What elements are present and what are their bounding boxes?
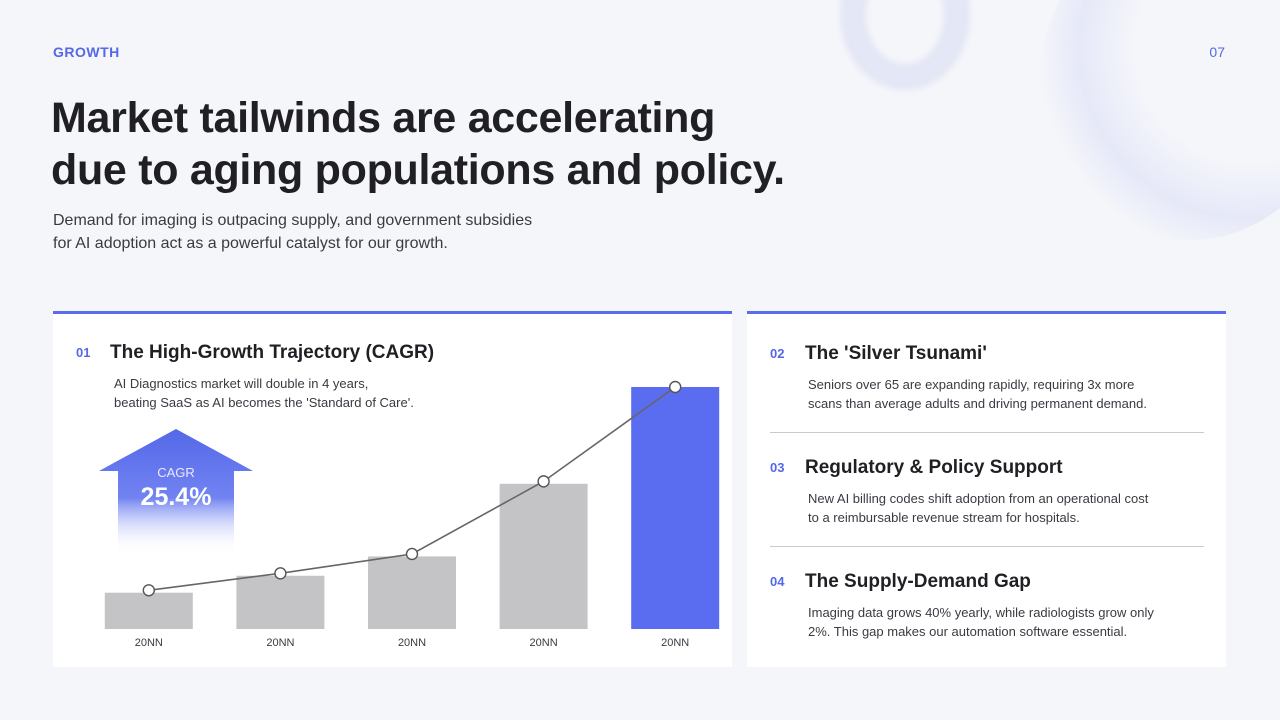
market-drivers-card: 02 The 'Silver Tsunami' Seniors over 65 …: [747, 311, 1226, 667]
background-ring-decoration: [840, 0, 970, 90]
driver-desc-line-1: Imaging data grows 40% yearly, while rad…: [808, 605, 1154, 620]
bars-layer: [104, 387, 720, 629]
trend-line-layer: [142, 380, 682, 597]
cagr-arrow: CAGR 25.4%: [99, 429, 253, 554]
driver-desc-line-2: scans than average adults and driving pe…: [808, 396, 1147, 411]
up-arrow-icon: [99, 429, 253, 554]
page-subtitle: Demand for imaging is outpacing supply, …: [53, 209, 593, 255]
chart-bar: [499, 483, 588, 629]
chart-bar: [631, 387, 720, 629]
x-tick-label: 20NN: [530, 637, 558, 649]
trend-point: [405, 547, 419, 561]
subtitle-line-2: for AI adoption act as a powerful cataly…: [53, 235, 448, 252]
trend-point: [274, 567, 287, 580]
driver-desc-line-1: New AI billing codes shift adoption from…: [808, 491, 1149, 506]
driver-description: Seniors over 65 are expanding rapidly, r…: [808, 375, 1147, 413]
driver-title: The 'Silver Tsunami': [805, 343, 987, 364]
x-tick-label: 20NN: [661, 637, 689, 649]
driver-title: The Supply-Demand Gap: [805, 571, 1031, 592]
driver-description: New AI billing codes shift adoption from…: [808, 489, 1148, 527]
driver-desc-line-2: 2%. This gap makes our automation softwa…: [808, 624, 1128, 639]
x-axis-labels: 20NN 20NN 20NN 20NN 20NN: [135, 637, 690, 649]
driver-title: Regulatory & Policy Support: [805, 457, 1063, 478]
page-number: 07: [1209, 44, 1225, 60]
x-tick-label: 20NN: [135, 637, 163, 649]
section-eyebrow: GROWTH: [53, 44, 120, 60]
card-desc-line-2: beating SaaS as AI becomes the 'Standard…: [114, 395, 414, 410]
trend-point: [669, 380, 682, 394]
driver-number: 03: [770, 460, 785, 475]
growth-trajectory-card: 01 The High-Growth Trajectory (CAGR) AI …: [53, 311, 732, 667]
cagr-value: 25.4%: [141, 483, 212, 511]
chart-bar: [104, 592, 193, 629]
driver-number: 04: [770, 574, 785, 589]
page-title: Market tailwinds are accelerating due to…: [51, 92, 871, 196]
trend-point: [142, 584, 156, 597]
x-tick-label: 20NN: [398, 637, 426, 649]
card-desc-line-1: AI Diagnostics market will double in 4 y…: [114, 376, 369, 391]
cagr-chart: CAGR 25.4% 20NN 20NN 20NN 20NN 20NN: [99, 380, 720, 649]
card-description: AI Diagnostics market will double in 4 y…: [114, 374, 414, 412]
headline-line-1: Market tailwinds are accelerating: [51, 94, 716, 142]
card-number: 01: [76, 345, 91, 360]
subtitle-line-1: Demand for imaging is outpacing supply, …: [53, 212, 533, 229]
cagr-label: CAGR: [157, 465, 195, 480]
driver-description: Imaging data grows 40% yearly, while rad…: [808, 603, 1154, 641]
background-orb-decoration: [1040, 0, 1280, 240]
driver-number: 02: [770, 346, 785, 361]
x-tick-label: 20NN: [266, 637, 294, 649]
divider: [770, 432, 1204, 433]
chart-bar: [368, 556, 456, 629]
chart-bar: [236, 575, 325, 629]
driver-desc-line-1: Seniors over 65 are expanding rapidly, r…: [808, 377, 1135, 392]
headline-line-2: due to aging populations and policy.: [51, 146, 785, 194]
driver-desc-line-2: to a reimbursable revenue stream for hos…: [808, 510, 1080, 525]
trend-point: [537, 475, 550, 488]
divider: [770, 546, 1204, 547]
card-title: The High-Growth Trajectory (CAGR): [110, 342, 435, 363]
